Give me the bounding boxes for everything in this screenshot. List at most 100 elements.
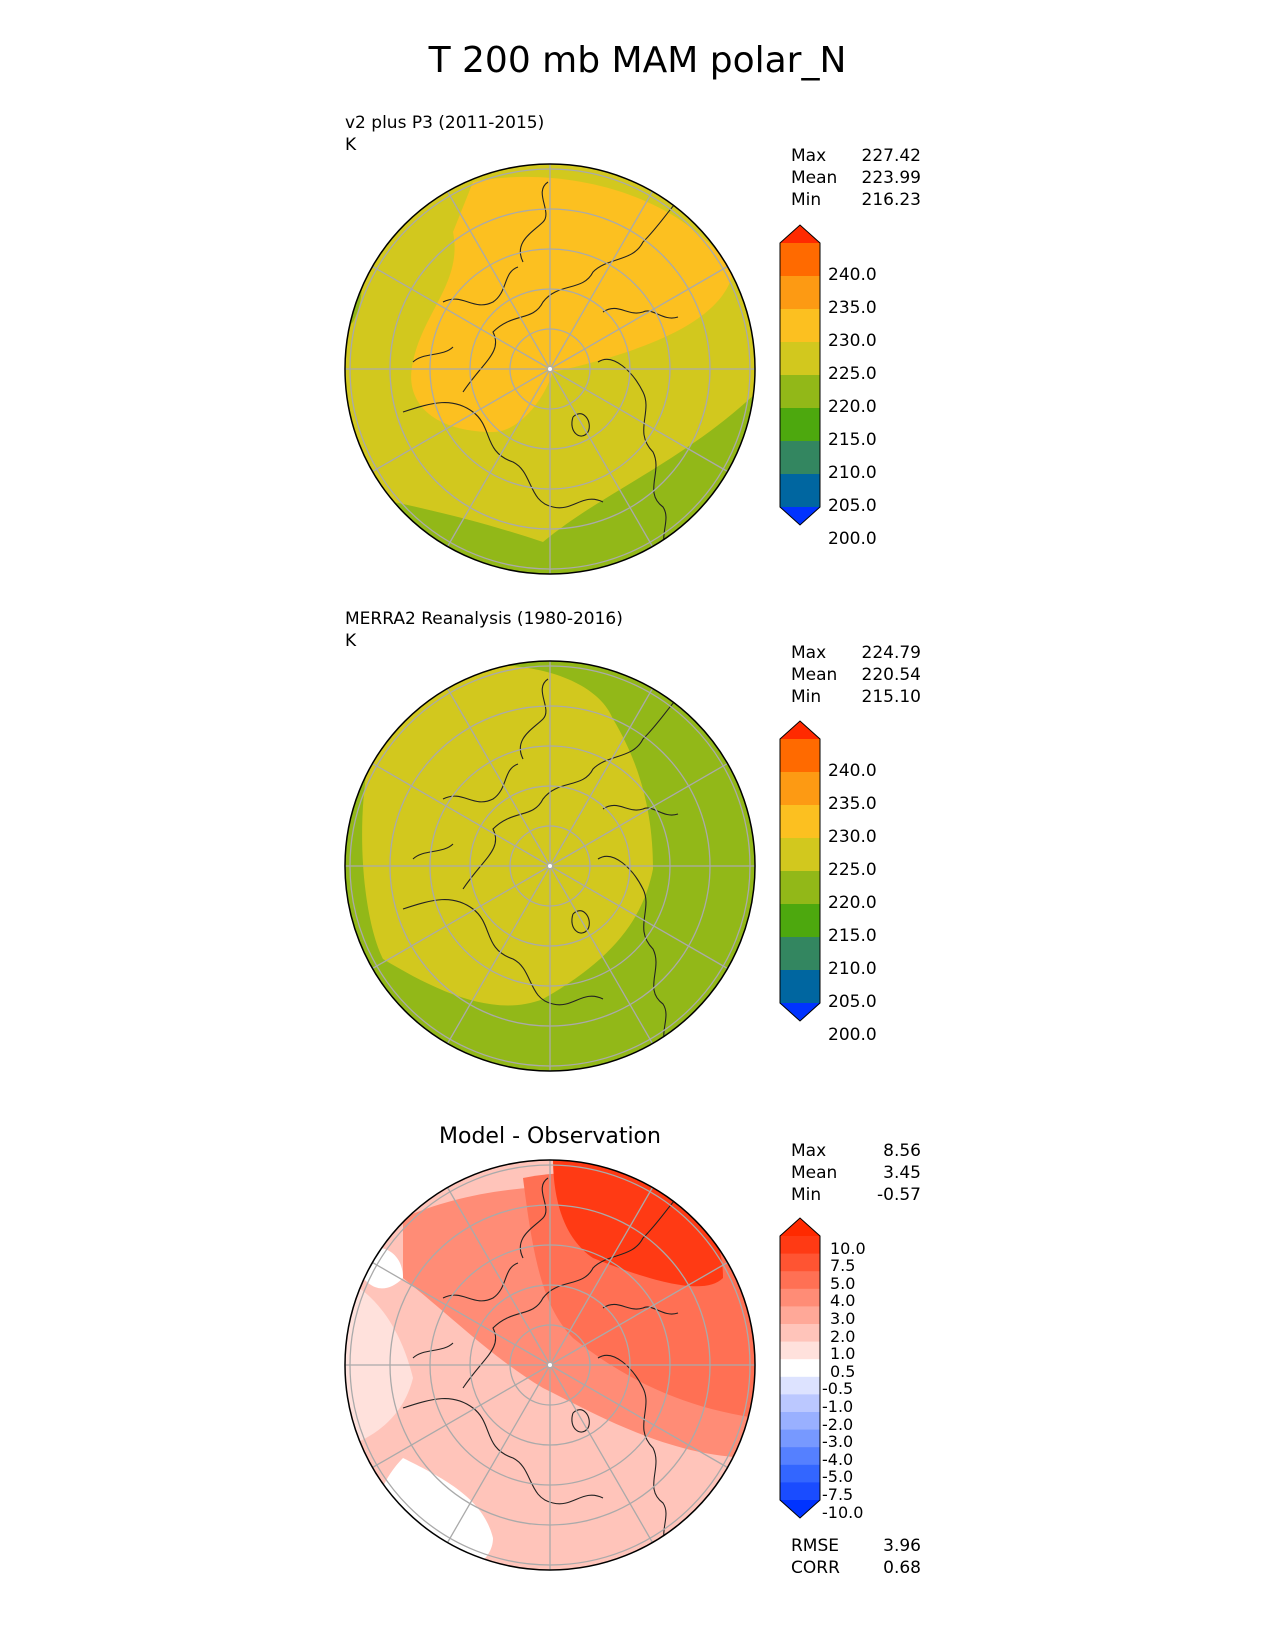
pole-marker (548, 1363, 552, 1367)
meridian-line (549, 263, 733, 370)
colorbar-tick-label: 200.0 (828, 1025, 877, 1045)
meridian-line (549, 865, 656, 1049)
meridian-line (549, 1364, 733, 1471)
colorbar-tick-label: 210.0 (828, 463, 877, 483)
meridian-line (444, 1364, 551, 1548)
coastline (602, 804, 679, 816)
coastline (402, 1397, 604, 1505)
colorbar-segment (780, 970, 820, 1004)
stat-mean-label: Mean (791, 168, 838, 188)
colorbar-segment (780, 1271, 820, 1290)
meridian-line (549, 760, 733, 867)
colorbar-tick-label: 2.0 (830, 1326, 856, 1346)
colorbar-segment (780, 1341, 820, 1360)
colorbar-segment (780, 772, 820, 806)
colorbar-tick-label: 215.0 (828, 430, 877, 450)
panel3-rmse: 3.96 (883, 1536, 921, 1556)
colorbar-svg (779, 720, 821, 1022)
colorbar-tick-label: -1.0 (822, 1397, 854, 1416)
colorbar-tick-label: 215.0 (828, 926, 877, 946)
colorbar-segment (780, 871, 820, 905)
colorbar-tick-label: -0.5 (822, 1379, 854, 1399)
colorbar-segment (780, 1429, 820, 1448)
meridian-line (367, 865, 551, 972)
stat-corr-label: CORR (791, 1558, 840, 1578)
panel3-corr: 0.68 (883, 1558, 921, 1578)
colorbar-segment (780, 1376, 820, 1395)
panel1-colorbar: 240.0 235.0 230.0 225.0 220.0 215.0 210.0 205.0… (779, 224, 940, 549)
meridian-line (367, 1259, 551, 1366)
map-boundary (344, 660, 756, 1072)
colorbar-segment (780, 1412, 820, 1431)
colorbar-tick-label: -2.0 (822, 1414, 854, 1434)
stat-min-label: Min (791, 190, 822, 210)
pole-marker (548, 367, 552, 371)
colorbar-tick-label: 205.0 (828, 496, 877, 516)
colorbar-tick-label: 230.0 (828, 827, 877, 847)
map-boundary (344, 163, 756, 575)
panel1-title: v2 plus P3 (2011-2015) (345, 113, 545, 133)
panel1-polar-map (344, 163, 756, 575)
colorbar-segment (780, 441, 820, 475)
meridian-line (549, 1364, 656, 1548)
colorbar-tick-label: -4.0 (822, 1449, 854, 1469)
panel2-colorbar: 240.0 235.0 230.0 225.0 220.0 215.0 210.0 205.0… (779, 720, 940, 1045)
meridian-line (367, 263, 551, 370)
panel2-stats: Max 224.79 Mean 220.54 Min 215.10 (791, 642, 921, 708)
colorbar-segment (780, 805, 820, 839)
panel3-stats: Max 8.56 Mean 3.45 Min -0.57 (791, 1140, 921, 1206)
coastline (571, 413, 590, 437)
stat-min-label: Min (791, 687, 822, 707)
colorbar-tick-label: 220.0 (828, 893, 877, 913)
coastline (442, 1262, 519, 1302)
panel2-min: 215.10 (861, 687, 921, 707)
colorbar-segment (780, 342, 820, 376)
panel1-title-block: v2 plus P3 (2011-2015) K (345, 112, 544, 156)
meridian-line (367, 760, 551, 867)
colorbar-tick-label: 7.5 (830, 1256, 856, 1276)
colorbar-extend-top (780, 721, 820, 739)
stat-mean-label: Mean (791, 665, 838, 685)
colorbar-tick-label: 220.0 (828, 397, 877, 417)
panel1-min: 216.23 (861, 190, 921, 210)
field-region (345, 392, 755, 574)
panel3-min: -0.57 (877, 1185, 921, 1205)
colorbar-segment (780, 309, 820, 343)
colorbar-tick-label: 225.0 (828, 860, 877, 880)
panel2-units: K (345, 631, 357, 651)
field-region (411, 176, 733, 432)
colorbar-tick-label: 240.0 (828, 761, 877, 781)
panel3-colorbar: 10.0 7.5 5.0 4.0 3.0 2.0 1.0 0.5 -0.5 -1.0 -2.0 -3.… (779, 1217, 940, 1522)
colorbar-svg (779, 224, 821, 526)
coastline (402, 898, 604, 1006)
colorbar-segment (780, 1306, 820, 1325)
coastline (597, 855, 674, 1055)
meridian-line (444, 865, 551, 1049)
colorbar-tick-label: 230.0 (828, 331, 877, 351)
colorbar-extend-top (780, 225, 820, 243)
colorbar-segment (780, 1236, 820, 1255)
meridian-line (549, 368, 733, 475)
colorbar-tick-label: 240.0 (828, 265, 877, 285)
colorbar-segment (780, 937, 820, 971)
colorbar-tick-label: -10.0 (822, 1502, 864, 1522)
panel1-units: K (345, 135, 357, 155)
meridian-line (549, 1182, 656, 1366)
colorbar-tick-label: 4.0 (830, 1291, 856, 1311)
panel1-mean: 223.99 (861, 168, 921, 188)
colorbar-extend-bottom (780, 1500, 820, 1518)
meridian-line (444, 186, 551, 370)
meridian-line (444, 1182, 551, 1366)
colorbar-segment (780, 408, 820, 442)
colorbar-segment (780, 739, 820, 773)
colorbar-tick-label: -3.0 (822, 1432, 854, 1452)
colorbar-outline (779, 720, 821, 1022)
meridian-line (367, 1364, 551, 1471)
panel3-polar-map (344, 1159, 756, 1571)
colorbar-segment (780, 1394, 820, 1413)
colorbar-outline (779, 1217, 821, 1519)
colorbar-tick-label: 10.0 (830, 1238, 866, 1258)
panel3-title: Model - Observation (439, 1124, 661, 1149)
coastline (519, 1177, 549, 1259)
coastline (442, 266, 519, 306)
